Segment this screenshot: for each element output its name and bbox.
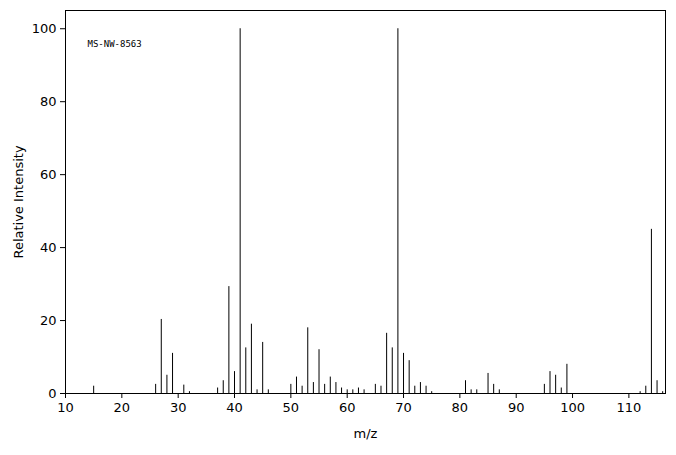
- svg-text:90: 90: [508, 400, 525, 415]
- svg-text:60: 60: [40, 167, 57, 182]
- svg-text:80: 80: [40, 94, 57, 109]
- svg-text:10: 10: [57, 400, 74, 415]
- svg-text:20: 20: [40, 313, 57, 328]
- svg-text:40: 40: [40, 240, 57, 255]
- svg-text:30: 30: [170, 400, 187, 415]
- svg-text:80: 80: [452, 400, 469, 415]
- svg-text:20: 20: [114, 400, 131, 415]
- svg-text:m/z: m/z: [354, 426, 378, 441]
- svg-text:MS-NW-8563: MS-NW-8563: [88, 39, 142, 49]
- svg-text:100: 100: [560, 400, 585, 415]
- svg-text:0: 0: [48, 386, 56, 401]
- svg-text:110: 110: [616, 400, 641, 415]
- svg-text:40: 40: [226, 400, 243, 415]
- svg-text:60: 60: [339, 400, 356, 415]
- svg-text:50: 50: [283, 400, 300, 415]
- svg-text:70: 70: [395, 400, 412, 415]
- svg-text:Relative Intensity: Relative Intensity: [11, 145, 26, 258]
- svg-text:100: 100: [32, 21, 57, 36]
